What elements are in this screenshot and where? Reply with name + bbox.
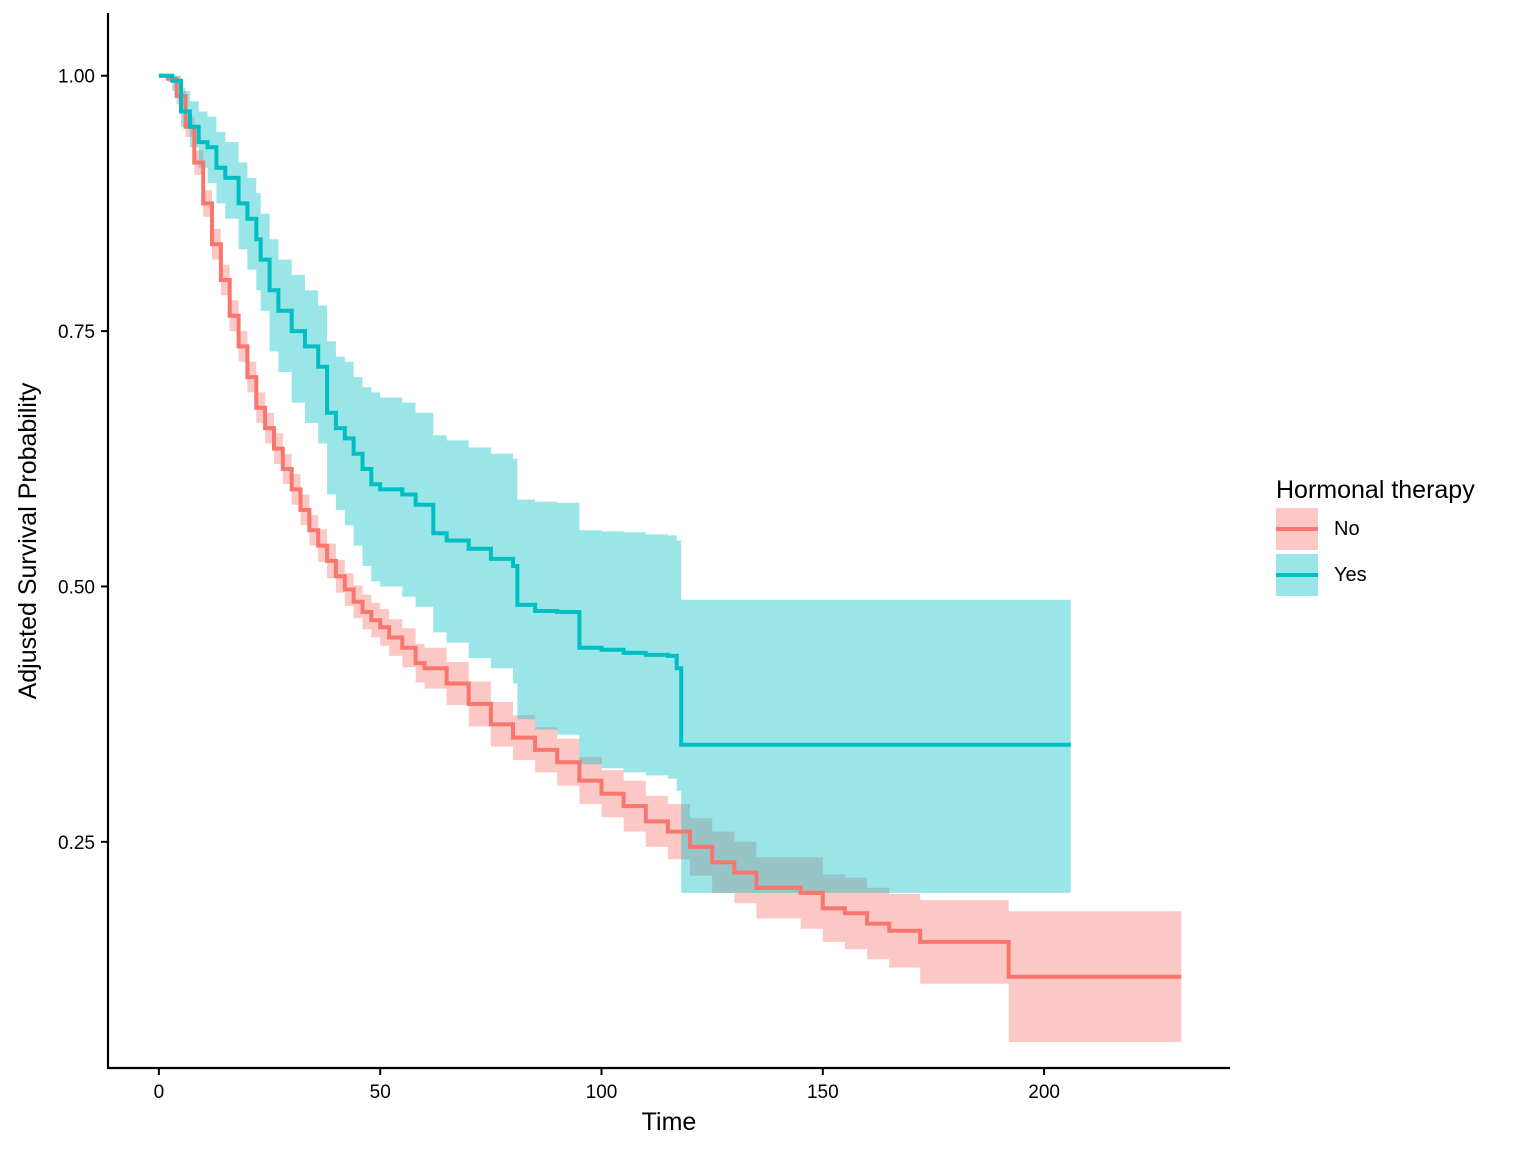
legend-item-no: No: [1276, 508, 1531, 554]
survival-curves-layer: [158, 73, 1182, 979]
x-tick-label: 50: [370, 1082, 391, 1103]
survival-curve-no: [158, 73, 1182, 979]
y-tick-label: 0.50: [58, 577, 95, 598]
legend-line-swatch-yes: [1276, 573, 1318, 577]
legend-label-no: No: [1334, 518, 1360, 540]
legend-key-no: [1276, 508, 1318, 550]
survival-curve-yes: [158, 73, 1071, 747]
x-tick-label: 100: [586, 1082, 618, 1103]
x-axis-title: Time: [642, 1108, 697, 1136]
confidence-band-yes: [158, 75, 1071, 893]
y-tick-label: 1.00: [58, 67, 95, 88]
legend-line-swatch-no: [1276, 527, 1318, 531]
legend-key-yes: [1276, 554, 1318, 596]
legend-label-yes: Yes: [1334, 564, 1367, 586]
x-tick-label: 200: [1028, 1082, 1060, 1103]
legend: Hormonal therapy No Yes: [1276, 472, 1531, 600]
y-tick-label: 0.75: [58, 322, 95, 343]
confidence-bands-layer: [158, 75, 1182, 1043]
x-axis-ticks: 0 50 100 150 200: [154, 1068, 1060, 1103]
x-tick-label: 0: [154, 1082, 165, 1103]
legend-item-yes: Yes: [1276, 554, 1531, 600]
legend-title: Hormonal therapy: [1276, 476, 1475, 504]
confidence-band-no: [158, 75, 1182, 1043]
y-axis-title: Adjusted Survival Probability: [14, 382, 42, 699]
y-axis-ticks: 0.25 0.50 0.75 1.00: [58, 67, 108, 854]
y-tick-label: 0.25: [58, 833, 95, 854]
x-tick-label: 150: [807, 1082, 839, 1103]
